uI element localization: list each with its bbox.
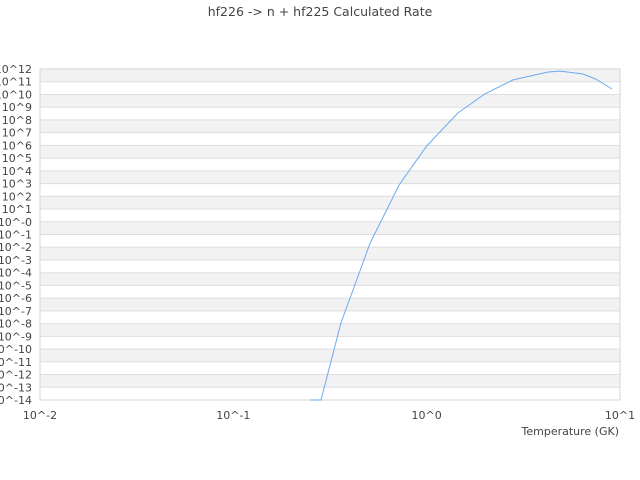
grid-band bbox=[40, 310, 620, 324]
series-group bbox=[310, 70, 613, 401]
x-tick-label: 10^-2 bbox=[23, 409, 57, 422]
data-point bbox=[399, 184, 400, 185]
data-point bbox=[548, 72, 549, 73]
grid-band bbox=[40, 285, 620, 299]
data-point bbox=[426, 146, 427, 147]
grid-band bbox=[40, 336, 620, 350]
y-tick-label: 10^-10 bbox=[0, 343, 32, 356]
grid-band bbox=[40, 387, 620, 400]
grid-band bbox=[40, 107, 620, 120]
data-point bbox=[582, 73, 583, 74]
grid-band bbox=[40, 196, 620, 210]
grid-band bbox=[40, 170, 620, 184]
y-tick-label: 10^-11 bbox=[0, 356, 32, 369]
y-axis-ticks: 10^1210^1110^1010^910^810^710^610^510^41… bbox=[0, 63, 32, 407]
grid-band bbox=[40, 259, 620, 273]
y-tick-label: 10^5 bbox=[2, 152, 32, 165]
y-tick-label: 10^7 bbox=[2, 127, 32, 140]
series-line bbox=[310, 70, 613, 401]
y-tick-label: 10^1 bbox=[2, 203, 32, 216]
data-point bbox=[612, 88, 613, 89]
y-tick-label: 10^11 bbox=[0, 76, 32, 89]
grid-band bbox=[40, 81, 620, 95]
data-point bbox=[484, 93, 485, 94]
grid-band bbox=[40, 361, 620, 375]
grid-band bbox=[40, 298, 620, 311]
chart-title: hf226 -> n + hf225 Calculated Rate bbox=[208, 4, 433, 19]
grid-band bbox=[40, 374, 620, 388]
y-tick-label: 10^-4 bbox=[0, 267, 32, 280]
y-tick-label: 10^8 bbox=[2, 114, 32, 127]
x-tick-label: 10^1 bbox=[605, 409, 635, 422]
data-point bbox=[457, 112, 458, 113]
grid-band bbox=[40, 183, 620, 197]
data-point bbox=[560, 71, 561, 72]
grid-band bbox=[40, 247, 620, 260]
y-tick-label: 10^-0 bbox=[0, 216, 32, 229]
y-tick-label: 10^-13 bbox=[0, 381, 32, 394]
y-tick-label: 10^10 bbox=[0, 88, 32, 101]
grid-band bbox=[40, 119, 620, 133]
data-point bbox=[310, 400, 311, 401]
grid-band bbox=[40, 323, 620, 337]
y-tick-label: 10^-12 bbox=[0, 369, 32, 382]
grid-band bbox=[40, 349, 620, 362]
y-tick-label: 10^-2 bbox=[0, 241, 32, 254]
y-tick-label: 10^-6 bbox=[0, 292, 32, 305]
y-tick-label: 10^-5 bbox=[0, 279, 32, 292]
y-tick-label: 10^-8 bbox=[0, 318, 32, 331]
y-tick-label: 10^2 bbox=[2, 190, 32, 203]
plot-frame bbox=[39, 68, 621, 401]
grid-band bbox=[40, 221, 620, 235]
y-tick-label: 10^-7 bbox=[0, 305, 32, 318]
grid-band bbox=[40, 145, 620, 159]
y-tick-label: 10^-3 bbox=[0, 254, 32, 267]
x-axis-ticks: 10^-2 10^-1 10^0 10^1 bbox=[23, 409, 635, 422]
x-axis-label: Temperature (GK) bbox=[521, 425, 620, 438]
grid-band bbox=[40, 209, 620, 222]
grid-band bbox=[40, 94, 620, 108]
y-tick-label: 10^3 bbox=[2, 178, 32, 191]
y-tick-label: 10^6 bbox=[2, 139, 32, 152]
y-tick-label: 10^12 bbox=[0, 63, 32, 76]
grid-band bbox=[40, 234, 620, 248]
data-point bbox=[320, 400, 321, 401]
x-tick-label: 10^-1 bbox=[216, 409, 250, 422]
grid-band bbox=[40, 272, 620, 286]
grid-band bbox=[40, 158, 620, 171]
grid-band bbox=[40, 132, 620, 146]
data-point bbox=[340, 323, 341, 324]
data-point bbox=[513, 79, 514, 80]
grid-band bbox=[40, 69, 620, 82]
x-tick-label: 10^0 bbox=[412, 409, 442, 422]
y-tick-label: 10^-1 bbox=[0, 229, 32, 242]
data-point bbox=[595, 79, 596, 80]
y-tick-label: 10^-14 bbox=[0, 394, 32, 407]
y-tick-label: 10^9 bbox=[2, 101, 32, 114]
data-point bbox=[370, 243, 371, 244]
grid-bands bbox=[40, 68, 620, 400]
y-tick-label: 10^4 bbox=[2, 165, 32, 178]
y-tick-label: 10^-9 bbox=[0, 330, 32, 343]
